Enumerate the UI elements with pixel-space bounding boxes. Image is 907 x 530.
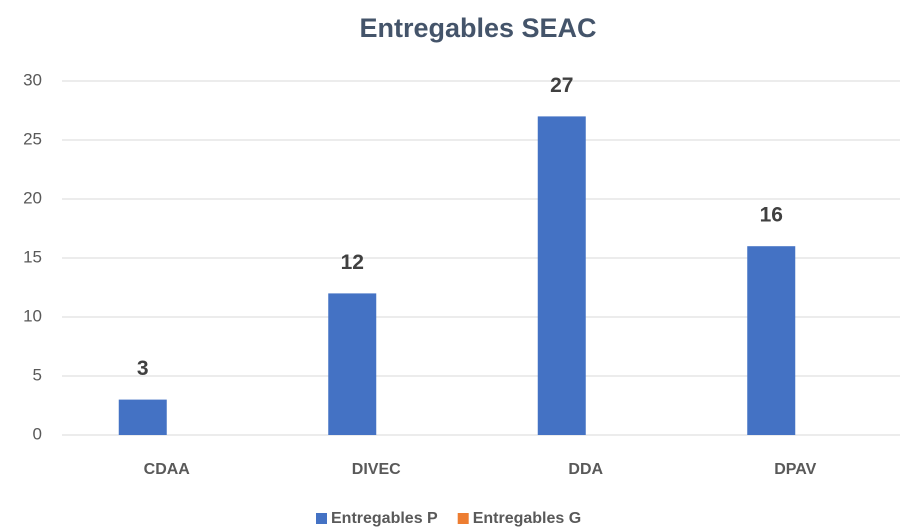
x-tick-label: DIVEC [352,461,401,478]
legend-label: Entregables P [331,510,438,527]
bar [537,116,586,436]
data-label: 27 [550,74,573,97]
bar [328,293,377,435]
data-label: 16 [760,204,783,227]
legend-swatch [316,513,327,524]
y-tick-label: 30 [23,70,42,89]
x-tick-label: DPAV [774,461,816,478]
x-tick-label: CDAA [144,461,191,478]
data-label: 12 [341,251,364,274]
data-label: 3 [137,357,149,380]
bar [747,246,796,435]
y-tick-label: 15 [23,247,42,266]
chart-title: Entregables SEAC [359,13,596,43]
x-tick-label: DDA [568,461,603,478]
y-tick-label: 10 [23,306,42,325]
y-tick-label: 25 [23,129,42,148]
bar [118,399,167,435]
y-tick-label: 5 [33,365,42,384]
legend-swatch [457,513,469,524]
legend-label: Entregables G [473,510,581,527]
y-tick-label: 20 [23,188,42,207]
y-tick-label: 0 [33,424,42,443]
